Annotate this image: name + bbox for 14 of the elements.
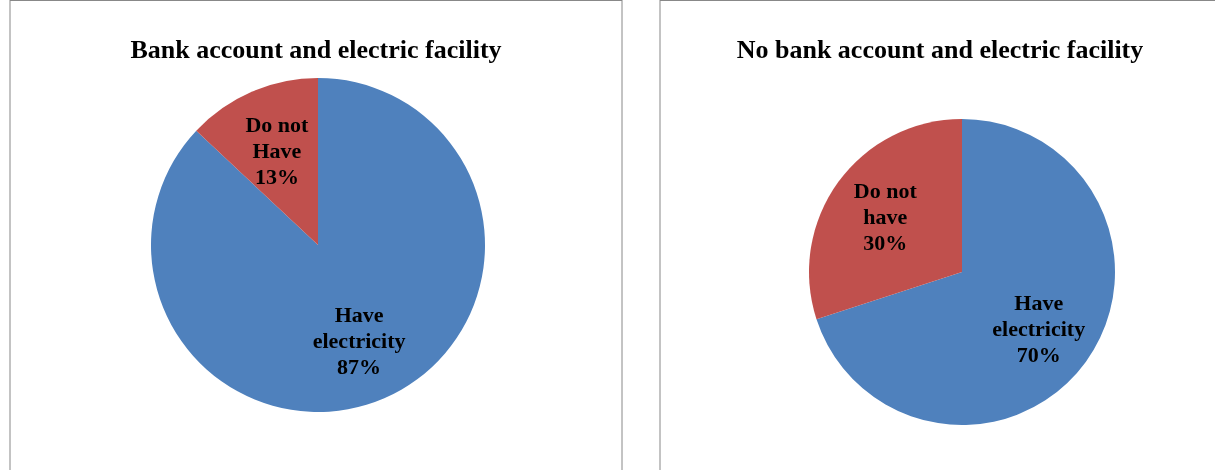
pie-slice <box>196 78 318 245</box>
data-label: 87% <box>337 354 382 380</box>
pie-slice <box>151 78 485 412</box>
slice-label: Do not have <box>853 178 918 230</box>
slice-label: Have electricity <box>992 289 1086 341</box>
pie-slice <box>809 119 962 320</box>
data-label: 70% <box>1016 341 1061 367</box>
slice-label: Have electricity <box>312 302 406 354</box>
slice-label: Do not Have <box>245 111 310 163</box>
data-label: 30% <box>863 230 908 256</box>
data-label: 13% <box>254 163 299 189</box>
pie-slice <box>816 119 1115 425</box>
chart-title: No bank account and electric facility <box>736 35 1144 64</box>
chart-title: Bank account and electric facility <box>130 35 502 64</box>
